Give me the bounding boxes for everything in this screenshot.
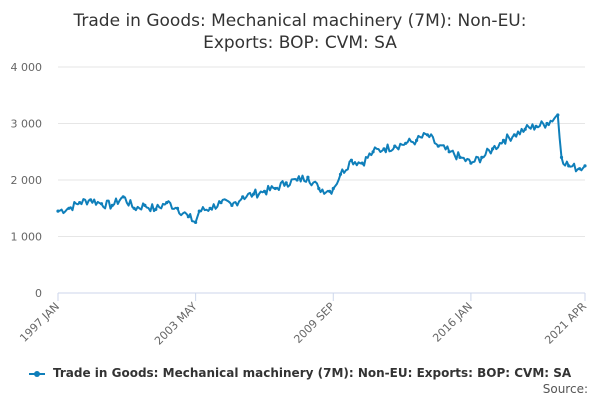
y-tick-label: 4 000: [11, 61, 43, 74]
grid-layer: [58, 66, 585, 294]
y-tick-label: 3 000: [11, 118, 43, 131]
data-point: [56, 209, 60, 213]
data-point: [328, 189, 332, 193]
data-point: [78, 201, 82, 205]
data-point: [436, 144, 440, 148]
data-point: [154, 207, 158, 211]
data-point: [317, 186, 321, 191]
series-layer: [56, 113, 587, 224]
data-point: [89, 198, 93, 202]
data-point: [165, 201, 169, 205]
data-point: [338, 172, 343, 176]
data-point: [175, 206, 180, 210]
data-point: [583, 164, 587, 168]
data-point: [425, 133, 429, 137]
y-tick-label: 2 000: [11, 174, 43, 187]
data-point: [534, 124, 538, 128]
x-tick-label: 2003 MAY: [152, 300, 200, 348]
data-point: [404, 141, 408, 145]
data-point: [99, 202, 104, 206]
data-point: [262, 189, 267, 193]
data-point: [567, 164, 571, 168]
data-point: [382, 147, 386, 151]
data-point: [545, 121, 549, 126]
data-point: [393, 144, 397, 148]
data-point: [186, 215, 190, 219]
data-point: [331, 186, 335, 191]
data-point: [306, 175, 310, 179]
data-point: [360, 161, 364, 165]
y-tick-label: 0: [35, 287, 42, 300]
source-label: Source:: [542, 382, 588, 396]
chart-title: Trade in Goods: Mechanical machinery (7M…: [73, 11, 527, 53]
data-point: [480, 155, 484, 159]
data-point: [447, 150, 451, 154]
data-point: [559, 155, 564, 159]
data-point: [67, 206, 71, 210]
legend[interactable]: Trade in Goods: Mechanical machinery (7M…: [0, 366, 600, 380]
data-point: [241, 195, 245, 199]
data-point: [371, 150, 375, 154]
data-point: [284, 181, 288, 185]
data-point: [121, 195, 125, 199]
data-point: [512, 133, 517, 137]
data-point: [197, 209, 201, 213]
data-point: [349, 158, 353, 162]
series-line: [57, 114, 586, 224]
data-point: [523, 127, 527, 131]
x-tick-label: 2016 JAN: [430, 300, 475, 345]
data-point: [469, 161, 473, 165]
x-tick-label: 2009 SEP: [291, 300, 337, 346]
data-point: [295, 178, 299, 182]
data-point: [132, 206, 136, 210]
data-point: [415, 138, 419, 142]
data-point: [208, 206, 212, 210]
data-point: [230, 203, 234, 207]
legend-label: Trade in Goods: Mechanical machinery (7M…: [52, 366, 572, 380]
data-point: [219, 201, 223, 205]
data-point: [491, 147, 495, 151]
data-point: [501, 138, 506, 142]
data-point: [273, 186, 277, 191]
data-point: [110, 203, 114, 207]
data-point: [143, 203, 147, 207]
legend-swatch: [28, 370, 45, 378]
data-point: [578, 167, 582, 171]
data-point: [458, 155, 462, 159]
data-point: [194, 220, 198, 224]
y-tick-label: 1 000: [11, 231, 43, 244]
data-point: [556, 113, 560, 117]
data-point: [252, 192, 256, 196]
x-tick-label: 2021 APR: [542, 300, 589, 347]
x-tick-label: 1997 JAN: [17, 300, 62, 345]
